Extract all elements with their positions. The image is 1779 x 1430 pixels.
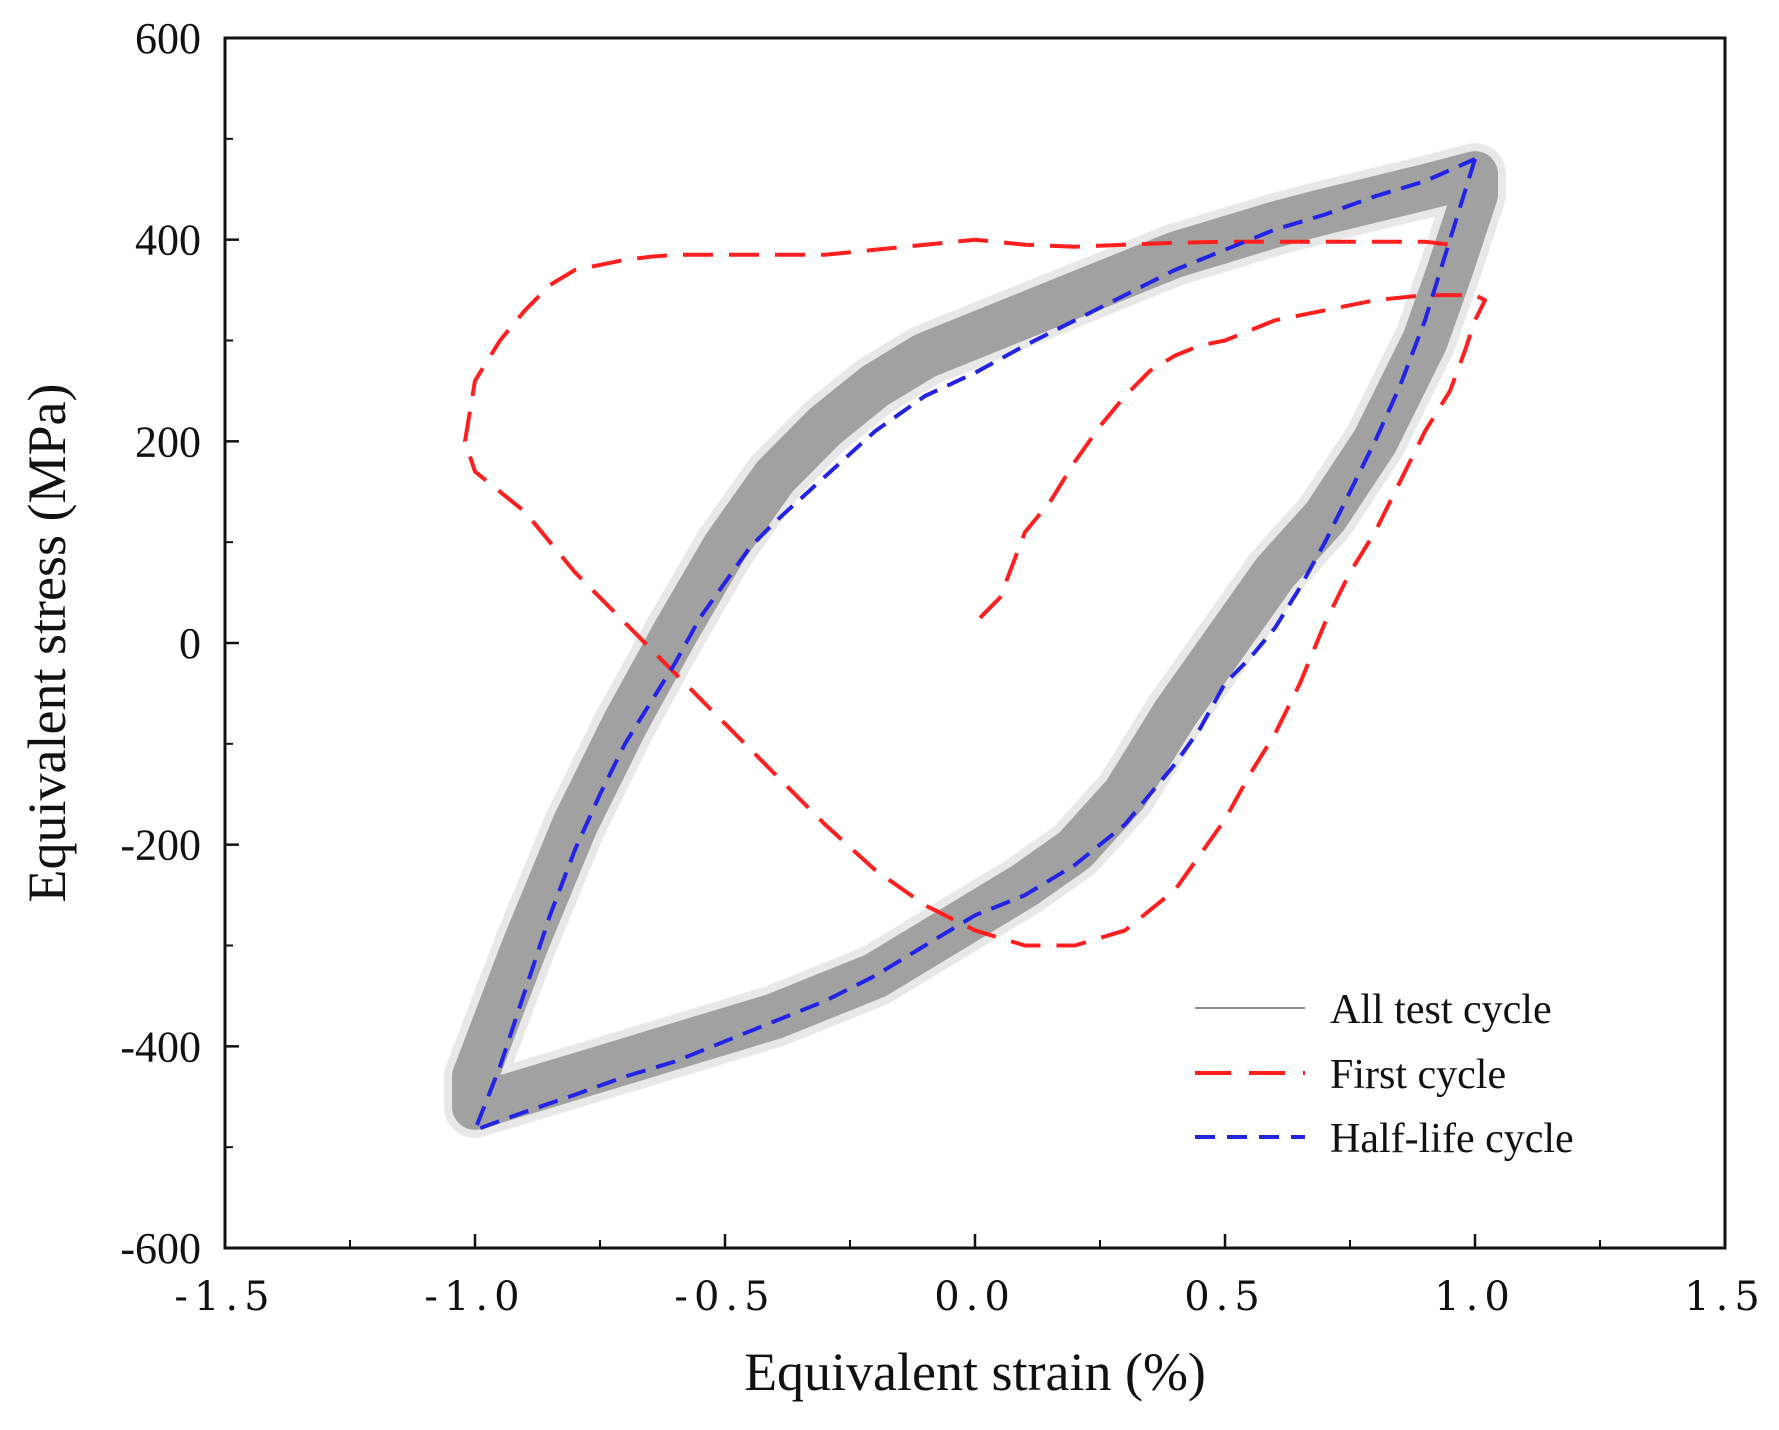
x-axis-label: Equivalent strain (%) — [744, 1342, 1206, 1402]
y-tick-label: 600 — [135, 14, 201, 63]
plot-data-layer — [444, 143, 1506, 1138]
y-axis-label: Equivalent stress (MPa) — [17, 384, 77, 903]
y-tick-label: 200 — [135, 417, 201, 466]
series-half-life-cycle — [473, 157, 1477, 1132]
y-tick-label: -600 — [120, 1224, 201, 1273]
y-tick-label: -400 — [120, 1022, 201, 1071]
x-tick-label: -1.5 — [174, 1274, 275, 1320]
x-tick-label: -0.5 — [674, 1274, 775, 1320]
axis-ticks: -1.5 -1.0 -0.5 0.0 0.5 1.0 1.5 600 400 200 0 -200 -4… — [120, 14, 1766, 1320]
x-tick-label: 1.0 — [1434, 1274, 1516, 1320]
legend-label-half: Half-life cycle — [1330, 1116, 1574, 1162]
y-tick-label: 400 — [135, 216, 201, 265]
legend: All test cycle First cycle Half-life cyc… — [1195, 987, 1574, 1162]
y-tick-label: 0 — [179, 619, 201, 668]
x-tick-label: 0.5 — [1184, 1274, 1266, 1320]
x-tick-label: 1.5 — [1684, 1274, 1766, 1320]
series-all-test-cycle-band — [452, 151, 1498, 1130]
y-tick-label: -200 — [120, 821, 201, 870]
series-all-test-cycle-halo — [444, 143, 1506, 1138]
legend-label-first: First cycle — [1330, 1052, 1506, 1098]
x-tick-label: -1.0 — [424, 1274, 525, 1320]
legend-label-all: All test cycle — [1330, 987, 1552, 1033]
x-tick-label: 0.0 — [934, 1274, 1016, 1320]
